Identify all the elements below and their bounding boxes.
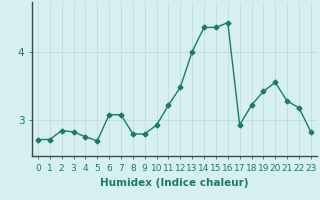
- X-axis label: Humidex (Indice chaleur): Humidex (Indice chaleur): [100, 178, 249, 188]
